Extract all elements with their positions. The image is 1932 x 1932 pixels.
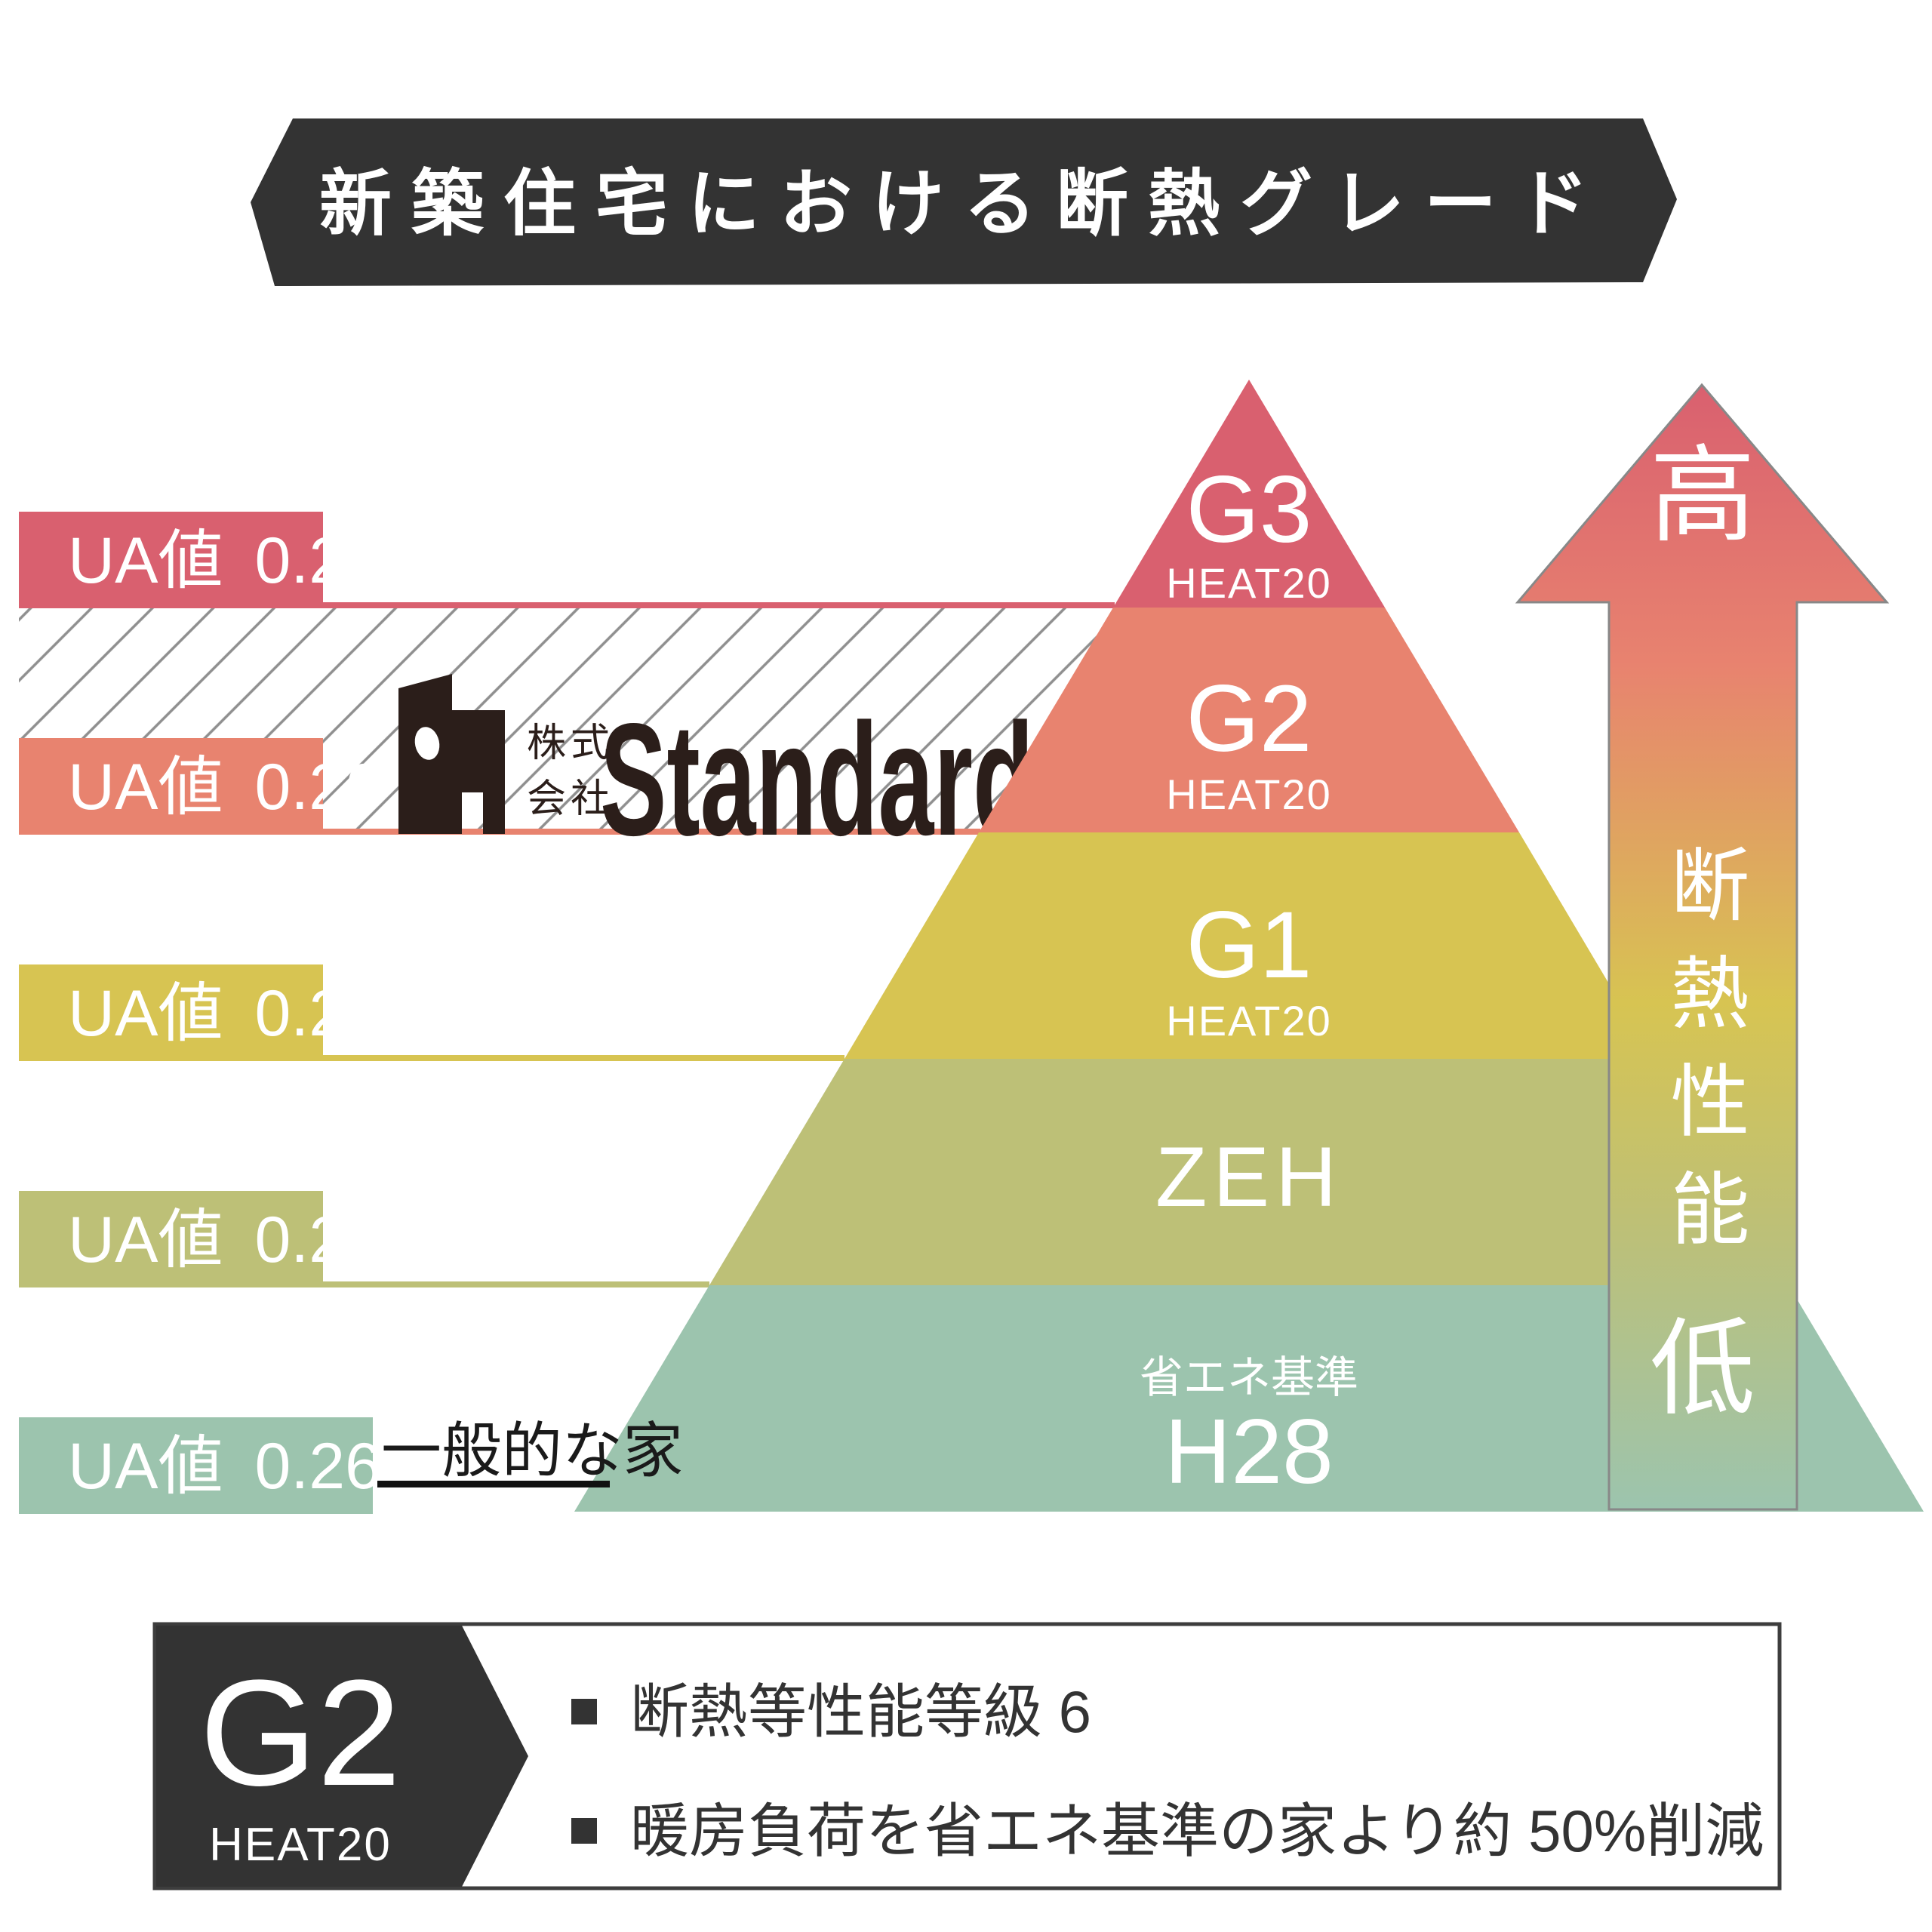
ua-bar-row-5: UA値 0.26: [19, 1417, 381, 1514]
ua-bar-label: UA値 0.26: [68, 525, 381, 597]
pyramid-tier-h28: [574, 1285, 1924, 1512]
logo-prefix-top: 株式: [527, 721, 614, 765]
ua-bar: [19, 964, 323, 1061]
tier-sublabel-g2: HEAT20: [1166, 771, 1331, 818]
arrow-high-label: 高: [1650, 436, 1755, 555]
tier-label-h28: H28: [1164, 1400, 1334, 1503]
ua-bar-row-4: UA値 0.26: [19, 1191, 381, 1287]
tier-line-4: [23, 1281, 709, 1287]
bottom-panel: G2 HEAT20 断熱等性能等級 6 暖房負荷を省エネ基準の家より約 50%削…: [152, 1622, 1782, 1890]
tier-labels: G3 HEAT20 G2 HEAT20 G1 HEAT20 ZEH 省エネ基準 …: [1140, 457, 1358, 1503]
pyramid-tier-g1: [844, 832, 1654, 1059]
ua-bar-label: UA値 0.26: [68, 977, 381, 1050]
ua-bar-label: UA値 0.26: [68, 1430, 381, 1503]
ua-bar-label: UA値 0.26: [68, 751, 381, 823]
logo-window-dot: [414, 727, 440, 760]
grade-badge: [156, 1626, 528, 1887]
bullet-item-1: 断熱等性能等級 6: [630, 1678, 1091, 1745]
tier-label-zeh: ZEH: [1155, 1130, 1343, 1224]
tier-line-3: [23, 1055, 844, 1061]
bullet-square-icon: [571, 1699, 597, 1724]
bullet-item-2: 暖房負荷を省エネ基準の家より約 50%削減: [630, 1798, 1764, 1864]
tier-sublabel-g3: HEAT20: [1166, 559, 1331, 607]
ua-bar: [19, 512, 323, 608]
tier-line-1: [23, 602, 1115, 608]
tier-label-g1: G1: [1186, 893, 1312, 998]
tier-sublabel-g1: HEAT20: [1166, 997, 1331, 1044]
company-logo: 株式 会社 Standard: [398, 674, 1034, 869]
grade-badge-label: G2: [200, 1649, 401, 1817]
pyramid-tier-g2: [979, 608, 1519, 832]
ua-bar: [19, 738, 323, 835]
ua-bar: [19, 1417, 373, 1514]
pyramid-tier-zeh: [709, 1059, 1789, 1285]
logo-house-icon: [398, 674, 505, 834]
logo-name: Standard: [600, 690, 1034, 869]
bullet-square-icon: [571, 1818, 597, 1844]
grade-badge-sublabel: HEAT20: [209, 1819, 392, 1871]
ua-bar-row-3: UA値 0.26: [19, 964, 381, 1061]
page-title: 新築住宅における断熱グレード: [319, 164, 1608, 245]
logo-prefix-bottom: 会社: [527, 777, 614, 821]
ua-bar-row-1: UA値 0.26: [19, 512, 381, 608]
performance-arrow: [1515, 383, 1890, 1511]
ua-bar-row-2: UA値 0.26: [19, 738, 381, 835]
title-banner: [251, 118, 1677, 286]
tier-overline-h28: 省エネ基準: [1140, 1353, 1358, 1402]
arrow-low-label: 低: [1650, 1309, 1755, 1428]
ua-bar-label: UA値 0.26: [68, 1204, 381, 1276]
general-house-underline: [377, 1481, 610, 1487]
ua-bar: [19, 1191, 323, 1287]
tier-label-g3: G3: [1186, 457, 1312, 562]
general-house-label: 一般的な家: [381, 1417, 683, 1484]
arrow-axis-label: 断熱性能: [1659, 844, 1747, 1275]
tier-label-g2: G2: [1186, 666, 1312, 771]
pyramid-tier-g3: [1113, 380, 1385, 608]
